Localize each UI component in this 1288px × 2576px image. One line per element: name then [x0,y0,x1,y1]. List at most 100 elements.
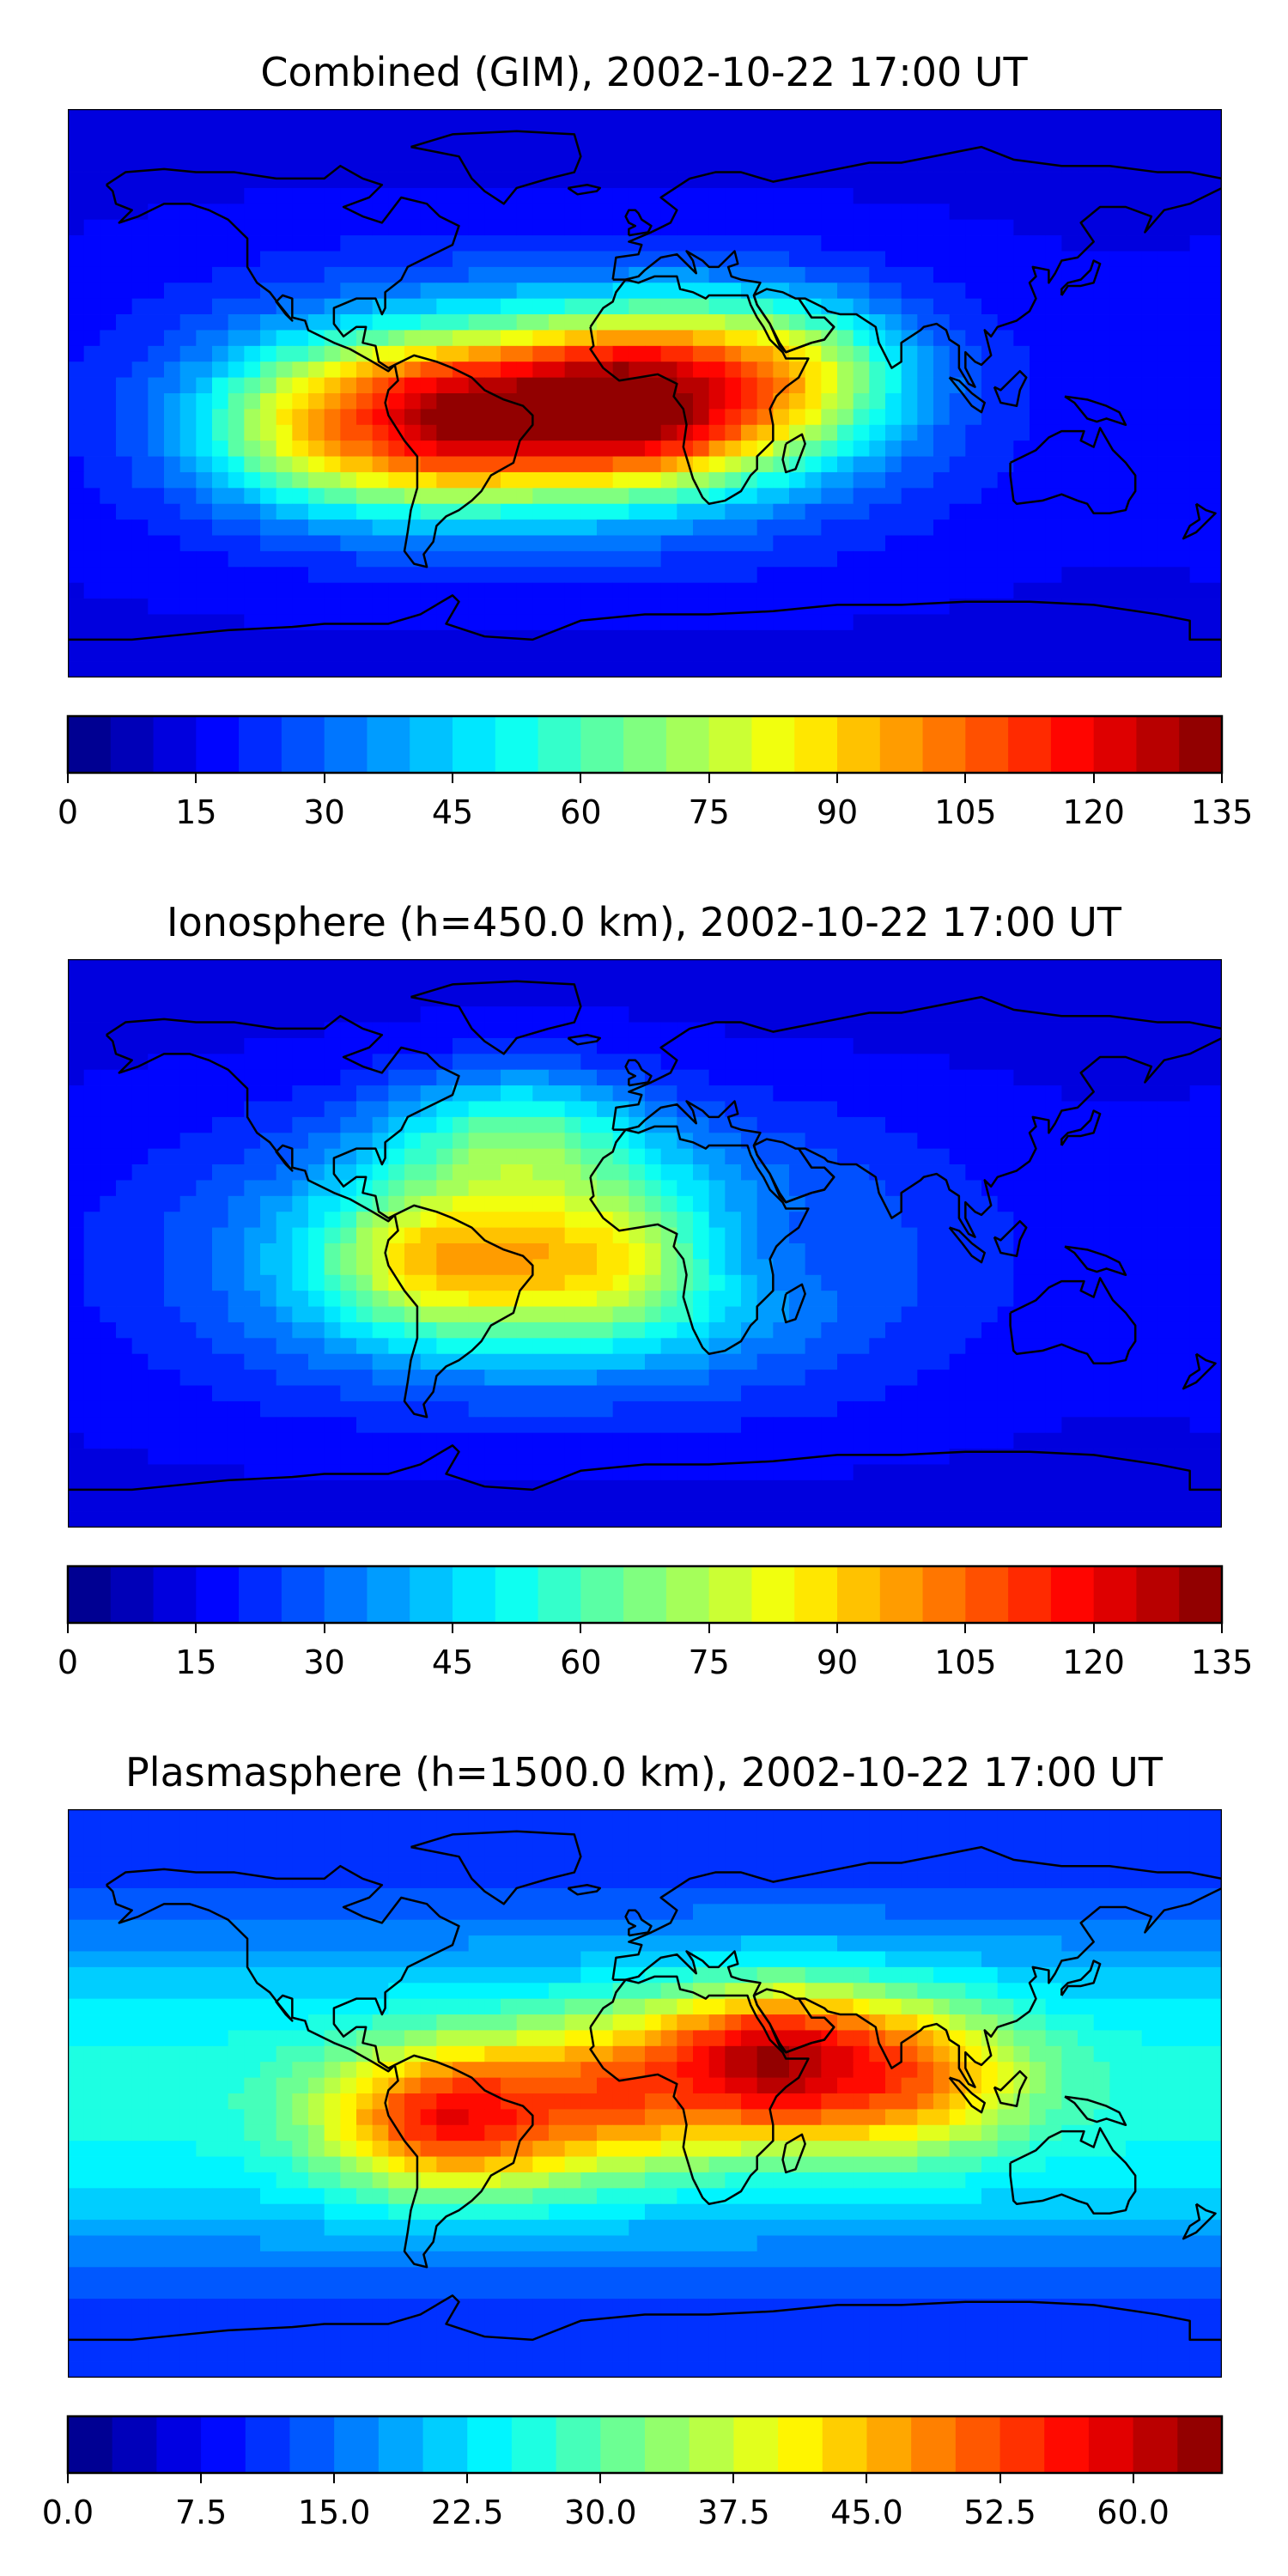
tec-cell [597,109,614,125]
tec-cell [597,283,614,300]
tec-cell [292,1180,309,1197]
tec-cell [212,1180,229,1197]
tec-cell [693,1385,710,1402]
tec-cell [308,1180,325,1197]
tec-cell [404,172,422,189]
tec-cell [965,1022,982,1039]
tec-cell [1157,1243,1175,1260]
tec-cell [212,298,229,315]
tec-cell [260,1227,277,1244]
tec-cell [997,1291,1014,1307]
tec-cell [244,125,261,142]
tec-cell [1206,1133,1222,1150]
tec-cell [372,172,389,189]
tec-cell [1189,1227,1206,1244]
tec-cell [933,1195,951,1212]
tec-cell [660,1291,677,1307]
tec-cell [1078,1227,1095,1244]
tec-cell [308,1116,325,1133]
tec-cell [756,582,774,599]
tec-cell [196,251,213,268]
tec-cell [196,440,213,457]
tec-cell [1174,471,1191,489]
tec-cell [164,409,181,426]
tec-cell [1141,646,1158,662]
tec-cell [708,409,726,426]
tec-cell [949,345,966,362]
tec-cell [564,251,581,268]
tec-cell [933,1385,951,1402]
tec-cell [693,535,710,552]
tec-cell [612,393,629,410]
tec-cell [292,1148,309,1165]
tec-cell [1078,1164,1095,1181]
tec-cell [612,1085,629,1102]
tec-cell [260,393,277,410]
tec-cell [501,990,518,1007]
tec-cell [179,598,197,615]
colorbar-tick-mark [1221,773,1223,783]
tec-cell [436,1291,453,1307]
tec-cell [228,140,245,157]
tec-cell [1109,567,1127,584]
tec-cell [179,1464,197,1481]
tec-cell [756,1006,774,1023]
tec-cell [997,582,1014,599]
tec-cell [83,1022,100,1039]
tec-cell [853,172,870,189]
tec-cell [260,125,277,142]
tec-cell [453,598,470,615]
tec-cell [821,1432,838,1449]
tec-cell [901,1164,918,1181]
tec-cell [420,1353,437,1370]
tec-cell [597,629,614,647]
tec-cell [1078,1449,1095,1465]
tec-cell [340,1291,357,1307]
tec-cell [853,1243,870,1260]
tec-cell [532,204,550,221]
tec-cell [116,361,133,378]
tec-cell [420,377,437,394]
tec-cell [805,488,822,505]
tec-cell [885,1006,902,1023]
tec-cell [821,1069,838,1086]
tec-cell [340,187,357,204]
tec-cell [1109,393,1127,410]
tec-cell [869,1243,886,1260]
panel-combined: Combined (GIM), 2002-10-22 17:00 UT 0 15 3… [0,0,1288,859]
tec-cell [244,1306,261,1323]
tec-cell [372,598,389,615]
tec-cell [869,1195,886,1212]
tec-cell [885,125,902,142]
tec-cell [885,975,902,992]
tec-cell [420,330,437,347]
tec-cell [645,1148,662,1165]
tec-cell [516,409,533,426]
tec-cell [196,629,213,647]
tec-cell [933,503,951,520]
tec-cell [708,1274,726,1291]
tec-cell [660,1148,677,1165]
tec-cell [116,959,133,975]
tec-cell [324,1400,341,1418]
tec-cell [196,1133,213,1150]
tec-cell [1174,377,1191,394]
tec-cell [677,471,694,489]
tec-cell [708,109,726,125]
tec-cell [212,1116,229,1133]
tec-cell [1078,488,1095,505]
tec-cell [645,440,662,457]
tec-cell [549,219,566,236]
tec-cell [404,1006,422,1023]
tec-cell [244,393,261,410]
tec-cell [885,629,902,647]
tec-cell [1206,172,1222,189]
tec-cell [164,959,181,975]
tec-cell [917,1338,934,1355]
tec-cell [949,1037,966,1054]
tec-cell [1174,235,1191,252]
tec-cell [1126,219,1143,236]
tec-cell [131,1006,149,1023]
tec-cell [981,1085,999,1102]
tec-cell [484,1306,501,1323]
